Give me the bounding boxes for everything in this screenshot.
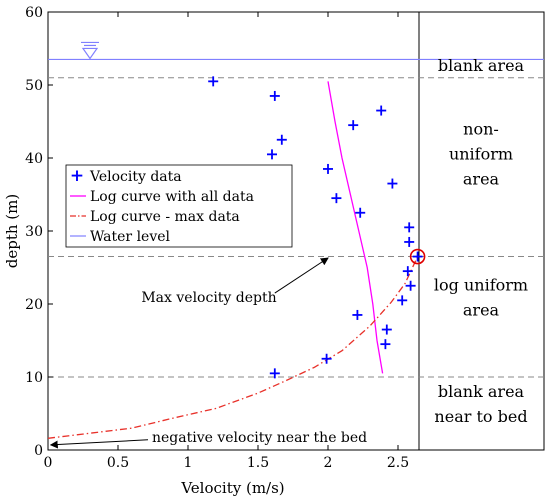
legend-label-log-all: Log curve with all data (90, 189, 254, 205)
zone-label-log_uniform: area (463, 301, 500, 320)
zone-label-nonuniform: uniform (449, 144, 513, 163)
zone-panel-frame (418, 11, 545, 451)
velocity-point (404, 222, 415, 233)
velocity-point (387, 178, 398, 189)
velocity-point (269, 368, 280, 379)
curves-group (47, 81, 419, 439)
x-axis-title: Velocity (m/s) (180, 479, 284, 497)
velocity-point (267, 149, 277, 160)
negative-velocity-label: negative velocity near the bed (152, 430, 367, 446)
x-tick-label: 1 (184, 455, 193, 471)
velocity-point (376, 105, 387, 116)
legend-marker-velocity: + (70, 166, 84, 186)
velocity-points-group (208, 76, 423, 379)
velocity-point (404, 236, 415, 247)
max-velocity-depth-arrow (274, 257, 329, 294)
zone-labels: blank area non-uniform area log uniform area… (434, 56, 528, 426)
velocity-point (352, 309, 363, 320)
max-velocity-circle (409, 248, 426, 265)
zone-label-log_uniform: log uniform (434, 276, 528, 295)
max-velocity-marker-group (409, 248, 426, 265)
velocity-point (269, 90, 280, 101)
water-level-symbol-icon (81, 41, 99, 60)
legend-label-velocity: Velocity data (89, 169, 182, 185)
x-tick-label: 2 (324, 455, 333, 471)
y-tick-label: 40 (25, 151, 43, 167)
y-tick-label: 60 (25, 5, 43, 21)
velocity-point (397, 295, 408, 306)
velocity-point (208, 76, 219, 87)
velocity-point (355, 207, 366, 218)
velocity-point (402, 266, 413, 277)
zone-label-nonuniform: area (463, 169, 500, 188)
x-tick-label: 2.5 (387, 455, 409, 471)
velocity-point (323, 163, 333, 174)
water-level-group (48, 41, 544, 61)
velocity-point (348, 120, 359, 131)
zone-label-blank_top: blank area (438, 56, 525, 75)
y-axis-title: depth (m) (3, 194, 21, 268)
y-tick-label: 50 (25, 78, 43, 94)
velocity-point (381, 324, 392, 335)
log-curve-all-data (327, 81, 384, 374)
x-tick-label: 1.5 (247, 455, 269, 471)
zone-label-nonuniform: non- (463, 119, 499, 138)
velocity-point (276, 134, 287, 145)
legend-label-log-max: Log curve - max data (90, 209, 240, 225)
annotations: Max velocity depth negative velocity near… (49, 257, 367, 449)
legend-box (65, 164, 293, 248)
velocity-point (321, 353, 332, 364)
max-velocity-depth-label: Max velocity depth (141, 290, 276, 306)
negative-velocity-arrow (49, 439, 149, 449)
y-tick-label: 0 (34, 443, 43, 459)
y-tick-label: 10 (25, 370, 43, 386)
axis-ticks: 0 0.5 1 1.5 2 2.5 0 10 20 30 40 50 60 (25, 5, 409, 471)
velocity-point (331, 193, 342, 204)
legend: + Velocity data Log curve with all data … (65, 164, 293, 248)
reference-lines (48, 77, 544, 378)
velocity-point (380, 339, 391, 350)
log-curve-max-data (47, 256, 419, 439)
y-tick-label: 30 (25, 224, 43, 240)
velocity-point (412, 251, 423, 262)
zone-label-blank_bed: near to bed (434, 407, 527, 426)
x-tick-label: 0 (44, 455, 53, 471)
x-tick-label: 0.5 (107, 455, 129, 471)
velocity-point (405, 280, 416, 291)
y-tick-label: 20 (25, 297, 43, 313)
zone-label-blank_bed: blank area (438, 382, 525, 401)
legend-label-water: Water level (90, 229, 171, 245)
